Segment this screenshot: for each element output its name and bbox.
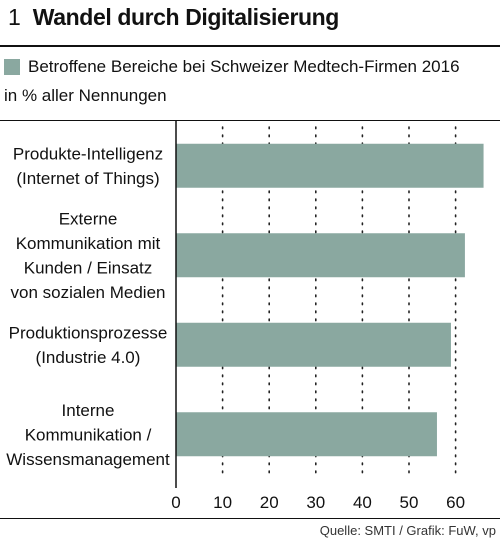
source-note: Quelle: SMTI / Grafik: FuW, vp <box>319 523 496 538</box>
category-label-line: Interne <box>62 401 115 420</box>
bar-0 <box>176 143 484 188</box>
legend-label: Betroffene Bereiche bei Schweizer Medtec… <box>28 57 460 76</box>
tick-label-1: 10 <box>213 493 232 512</box>
tick-label-3: 30 <box>306 493 325 512</box>
tick-label-6: 60 <box>446 493 465 512</box>
category-label-line: (Industrie 4.0) <box>36 348 141 367</box>
tick-labels: 0 10 20 30 40 50 60 <box>171 493 465 512</box>
legend-swatch <box>4 59 20 75</box>
top-rule <box>0 45 500 47</box>
category-label-line: Produktionsprozesse <box>9 324 168 343</box>
gridlines <box>221 126 457 479</box>
tick-label-4: 40 <box>353 493 372 512</box>
figure-number: 1 <box>8 4 21 30</box>
category-label-line: Produkte-Intelligenz <box>13 145 163 164</box>
category-label-line: Externe <box>59 210 118 229</box>
category-label-2: Produktionsprozesse (Industrie 4.0) <box>9 324 168 368</box>
tick-label-0: 0 <box>171 493 180 512</box>
tick-label-2: 20 <box>260 493 279 512</box>
bar-1 <box>176 233 465 278</box>
category-label-line: Kunden / Einsatz <box>24 259 153 278</box>
unit-label: in % aller Nennungen <box>4 86 167 105</box>
category-label-line: Wissensmanagement <box>6 450 170 469</box>
tick-label-5: 50 <box>400 493 419 512</box>
bottom-rule <box>0 518 500 519</box>
bars <box>176 143 484 457</box>
category-label-1: Externe Kommunikation mit Kunden / Einsatz… <box>11 210 166 303</box>
category-label-line: Kommunikation / <box>25 425 152 444</box>
title-row: 1 Wandel durch Digitalisierung <box>8 4 339 40</box>
header-rule <box>0 120 500 121</box>
category-label-0: Produkte-Intelligenz (Internet of Things) <box>13 145 163 189</box>
legend: Betroffene Bereiche bei Schweizer Medtec… <box>4 57 460 77</box>
category-label-line: von sozialen Medien <box>11 283 166 302</box>
chart-title: Wandel durch Digitalisierung <box>32 4 340 30</box>
category-label-line: Kommunikation mit <box>16 234 161 253</box>
category-label-3: Interne Kommunikation / Wissensmanagement <box>6 401 170 469</box>
bar-2 <box>176 322 451 367</box>
category-labels: Produkte-Intelligenz (Internet of Things)… <box>6 145 170 469</box>
category-label-line: (Internet of Things) <box>16 169 159 188</box>
bar-3 <box>176 412 437 457</box>
